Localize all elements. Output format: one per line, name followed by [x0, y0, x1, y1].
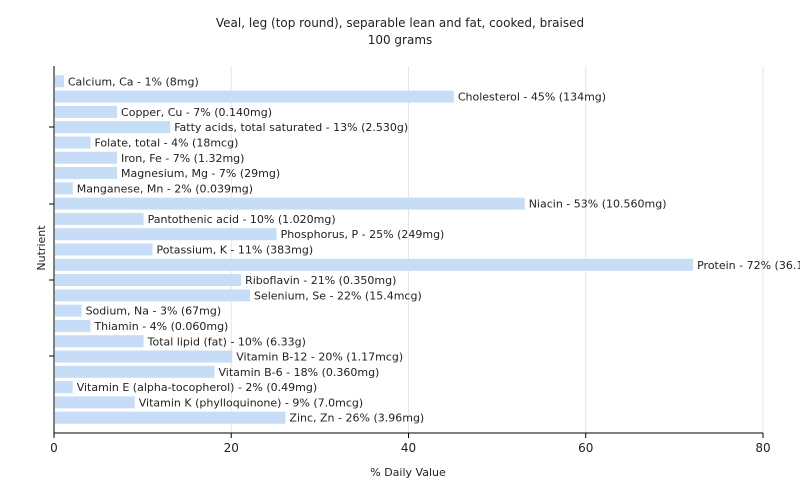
- bar: [55, 243, 153, 256]
- bar: [55, 90, 454, 103]
- bar-label: Vitamin K (phylloquinone) - 9% (7.0mcg): [139, 396, 363, 409]
- bar-label: Vitamin B-12 - 20% (1.17mcg): [236, 351, 403, 364]
- bar-label: Thiamin - 4% (0.060mg): [93, 320, 228, 333]
- bar-label: Calcium, Ca - 1% (8mg): [68, 75, 199, 88]
- bar-label: Niacin - 53% (10.560mg): [529, 198, 667, 211]
- bar: [55, 335, 144, 348]
- bar: [55, 212, 144, 225]
- bar-label: Potassium, K - 11% (383mg): [156, 244, 313, 257]
- bar: [55, 411, 286, 424]
- bar-label: Total lipid (fat) - 10% (6.33g): [147, 335, 306, 348]
- bar-label: Sodium, Na - 3% (67mg): [86, 305, 222, 318]
- chart-title: Veal, leg (top round), separable lean an…: [216, 16, 584, 30]
- x-axis-label: % Daily Value: [370, 466, 446, 479]
- bar: [55, 151, 118, 164]
- y-axis-label: Nutrient: [35, 225, 48, 271]
- x-tick-label: 60: [578, 441, 593, 455]
- bar-label: Copper, Cu - 7% (0.140mg): [121, 106, 272, 119]
- bar-label: Vitamin B-6 - 18% (0.360mg): [219, 366, 380, 379]
- bar-label: Manganese, Mn - 2% (0.039mg): [77, 182, 253, 195]
- bar-label: Fatty acids, total saturated - 13% (2.53…: [174, 121, 408, 134]
- bar: [55, 136, 91, 149]
- bar-label: Pantothenic acid - 10% (1.020mg): [148, 213, 336, 226]
- bar: [55, 319, 91, 332]
- plot-area: Calcium, Ca - 1% (8mg) Cholesterol - 45% …: [49, 66, 800, 455]
- bar-label: Riboflavin - 21% (0.350mg): [245, 274, 396, 287]
- bar-label: Cholesterol - 45% (134mg): [458, 91, 606, 104]
- chart-subtitle: 100 grams: [368, 33, 433, 47]
- x-tick-label: 80: [755, 441, 770, 455]
- bar: [55, 289, 250, 302]
- bar: [55, 75, 64, 88]
- bar-label: Selenium, Se - 22% (15.4mcg): [254, 289, 422, 302]
- x-tick-label: 0: [50, 441, 58, 455]
- bar: [55, 121, 171, 134]
- bar-label: Protein - 72% (36.16g): [697, 259, 800, 272]
- bar: [55, 182, 73, 195]
- bar: [55, 197, 525, 210]
- x-tick-label: 20: [224, 441, 239, 455]
- bar-label: Folate, total - 4% (18mcg): [94, 136, 238, 149]
- bar: [55, 228, 277, 241]
- bar: [55, 274, 242, 287]
- bar: [55, 258, 694, 271]
- bar: [55, 396, 135, 409]
- bar: [55, 304, 82, 317]
- bar: [55, 381, 73, 394]
- bar-label: Iron, Fe - 7% (1.32mg): [121, 152, 244, 165]
- bar-label: Vitamin E (alpha-tocopherol) - 2% (0.49m…: [77, 381, 317, 394]
- bar: [55, 105, 118, 118]
- bar-label: Magnesium, Mg - 7% (29mg): [121, 167, 280, 180]
- x-tick-label: 40: [401, 441, 416, 455]
- bar-label: Phosphorus, P - 25% (249mg): [281, 228, 445, 241]
- bar: [55, 167, 118, 180]
- bar-label: Zinc, Zn - 26% (3.96mg): [289, 412, 424, 425]
- bar: [55, 365, 215, 378]
- bar: [55, 350, 233, 363]
